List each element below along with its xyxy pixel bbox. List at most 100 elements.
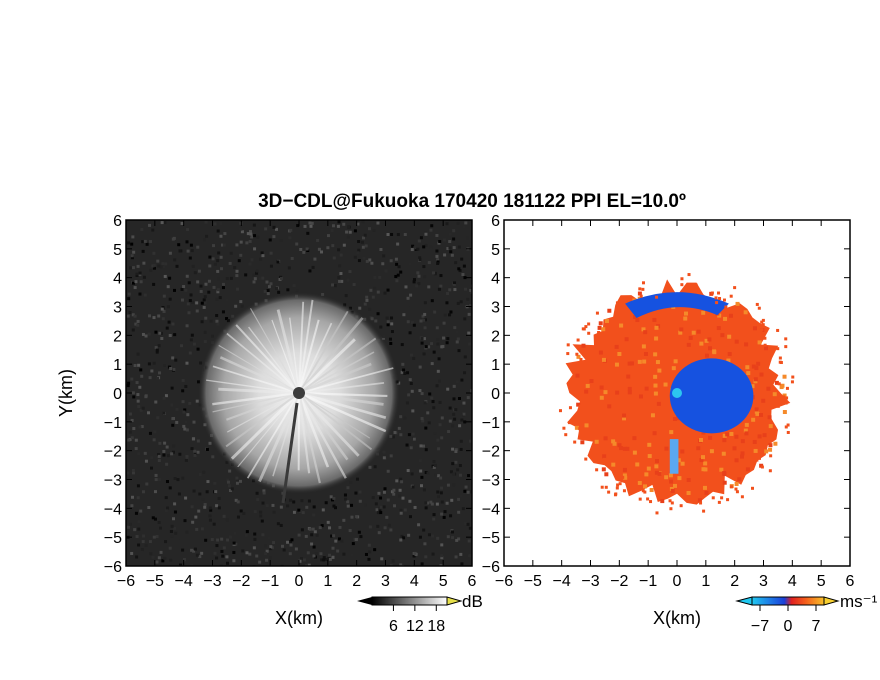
edge-pixel (784, 337, 788, 341)
noise-pixel (252, 223, 256, 227)
noise-pixel (175, 407, 179, 411)
noise-pixel (346, 225, 350, 229)
noise-pixel (427, 533, 431, 537)
noise-pixel (192, 489, 196, 493)
noise-pixel (395, 279, 399, 283)
noise-pixel (446, 535, 450, 539)
velocity-pixel (727, 334, 732, 339)
noise-pixel (422, 488, 426, 492)
noise-pixel (163, 363, 167, 367)
noise-pixel (467, 539, 471, 543)
noise-pixel (368, 550, 372, 554)
noise-pixel (455, 538, 459, 542)
y-tick-label: −4 (104, 501, 122, 518)
velocity-pixel (721, 451, 726, 456)
noise-pixel (210, 538, 214, 542)
noise-pixel (173, 477, 177, 481)
echo-ray (298, 391, 388, 398)
velocity-pixel (655, 360, 660, 365)
noise-pixel (219, 564, 223, 566)
velocity-pixel (726, 358, 731, 363)
edge-pixel (670, 501, 674, 505)
x-tick-label: 0 (673, 573, 682, 590)
echo-ray (298, 337, 377, 394)
noise-pixel (176, 478, 180, 482)
noise-pixel (348, 529, 352, 533)
velocity-pixel (672, 483, 677, 488)
noise-pixel (412, 278, 416, 282)
noise-pixel (130, 495, 134, 499)
noise-pixel (129, 266, 133, 270)
noise-pixel (455, 340, 459, 344)
colorbar-vel-unit: ms⁻¹ (840, 592, 878, 611)
noise-pixel (383, 526, 387, 530)
noise-pixel (175, 420, 179, 424)
noise-pixel (312, 513, 316, 517)
noise-pixel (439, 284, 443, 288)
edge-pixel (786, 430, 790, 434)
noise-pixel (435, 233, 439, 237)
noise-pixel (169, 530, 173, 534)
noise-pixel (373, 276, 377, 280)
noise-pixel (409, 353, 413, 357)
noise-pixel (439, 274, 443, 278)
noise-pixel (468, 554, 472, 558)
noise-pixel (324, 557, 328, 561)
noise-pixel (190, 249, 194, 253)
noise-pixel (429, 245, 433, 249)
velocity-pixel (683, 316, 688, 321)
noise-pixel (450, 498, 454, 502)
noise-pixel (365, 298, 369, 302)
x-tick-label: 3 (759, 573, 768, 590)
noise-pixel (190, 333, 194, 337)
velocity-pixel (744, 422, 749, 427)
y-tick-label: 4 (113, 271, 122, 288)
noise-pixel (352, 537, 356, 541)
noise-pixel (353, 255, 357, 259)
noise-pixel (361, 220, 365, 224)
noise-pixel (368, 258, 372, 262)
noise-pixel (464, 485, 468, 489)
noise-pixel (173, 510, 177, 514)
noise-pixel (173, 502, 177, 506)
velocity-pixel (668, 473, 673, 478)
noise-pixel (442, 515, 446, 519)
noise-pixel (458, 269, 462, 273)
echo-ray (218, 344, 300, 394)
noise-pixel (134, 511, 138, 515)
x-tick-label: 2 (352, 573, 361, 590)
edge-pixel (777, 382, 781, 386)
echo-ray (206, 379, 300, 394)
noise-pixel (377, 491, 381, 495)
velocity-pixel (707, 337, 712, 342)
noise-pixel (155, 560, 159, 564)
noise-pixel (435, 502, 439, 506)
noise-pixel (379, 511, 383, 515)
noise-pixel (433, 431, 437, 435)
edge-pixel (778, 360, 782, 364)
noise-pixel (336, 549, 340, 553)
noise-pixel (193, 271, 197, 275)
noise-pixel (430, 299, 434, 303)
noise-pixel (306, 551, 310, 555)
noise-pixel (329, 495, 333, 499)
noise-pixel (139, 408, 143, 412)
noise-pixel (342, 552, 346, 556)
noise-pixel (414, 247, 418, 251)
noise-pixel (455, 380, 459, 384)
velocity-pixel (654, 336, 659, 341)
noise-pixel (205, 234, 209, 238)
noise-pixel (184, 458, 188, 462)
echo-ray (249, 308, 300, 394)
noise-pixel (436, 261, 440, 265)
noise-pixel (202, 305, 206, 309)
velocity-pixel (598, 321, 603, 326)
velocity-pixel (642, 484, 647, 489)
figure-title: 3D−CDL@Fukuoka 170420 181122 PPI EL=10.0… (258, 191, 686, 212)
noise-pixel (181, 378, 185, 382)
noise-pixel (171, 356, 175, 360)
velocity-pixel (585, 383, 590, 388)
velocity-pixel (764, 449, 769, 454)
noise-pixel (244, 533, 248, 537)
velocity-pixel (622, 473, 627, 478)
